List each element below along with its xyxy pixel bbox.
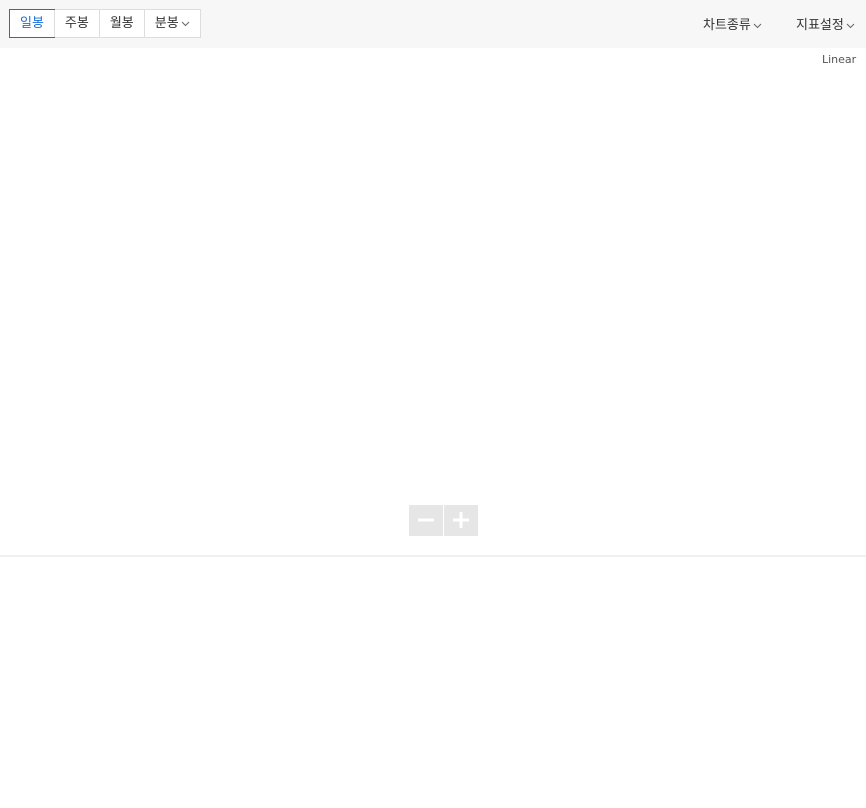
tab-minute-label: 분봉 — [154, 16, 179, 31]
chart-background — [0, 48, 866, 808]
chart-type-menu[interactable]: 차트종류 — [703, 14, 762, 33]
tab-minute[interactable]: 분봉 — [143, 10, 200, 37]
menu-label: 지표설정 — [796, 18, 844, 33]
menu-label: 차트종류 — [703, 18, 751, 33]
indicator-menu[interactable]: 지표설정 — [796, 14, 855, 33]
chart: Linear — [0, 48, 866, 808]
chevron — [846, 23, 855, 28]
period-tabs: 일봉 주봉 월봉 분봉 — [9, 9, 201, 38]
zoom-controls — [409, 505, 478, 536]
scale-label: Linear — [822, 53, 857, 66]
chevron — [753, 23, 762, 28]
tab-day[interactable]: 일봉 — [9, 9, 55, 38]
tab-week[interactable]: 주봉 — [53, 10, 99, 37]
toolbar: 일봉 주봉 월봉 분봉 차트종류 지표설정 — [0, 0, 866, 48]
tab-month[interactable]: 월봉 — [98, 10, 144, 37]
chevron — [181, 21, 190, 26]
